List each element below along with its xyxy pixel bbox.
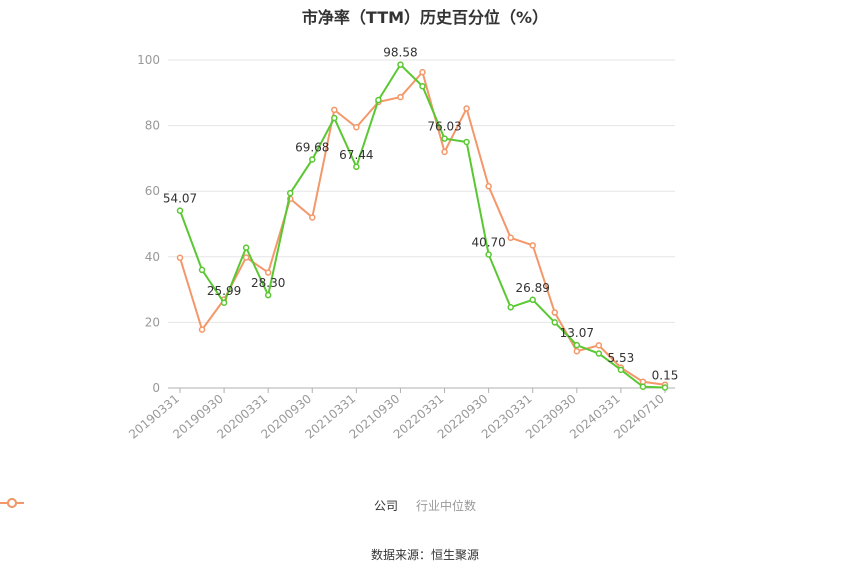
y-tick-label: 0 — [152, 381, 160, 395]
legend: 公司 行业中位数 — [0, 497, 850, 514]
data-point-company — [353, 163, 360, 171]
data-point-company — [463, 138, 470, 146]
data-source: 数据来源：恒生聚源 — [370, 548, 479, 562]
y-tick-label: 60 — [145, 184, 160, 198]
data-label-company: 54.07 — [163, 192, 197, 206]
legend-label-industry-median: 行业中位数 — [416, 499, 477, 513]
y-tick-label: 20 — [145, 315, 160, 329]
data-point-company — [419, 82, 426, 90]
chart-title: 市净率（TTM）历史百分位（%） — [301, 8, 549, 27]
data-point-company — [242, 244, 250, 251]
data-point-industry-median — [441, 148, 448, 156]
y-tick-label: 100 — [137, 53, 160, 67]
data-point-company — [617, 366, 625, 374]
data-point-company — [507, 304, 514, 311]
data-label-company: 13.07 — [560, 326, 594, 340]
data-point-company — [485, 251, 492, 258]
data-point-company — [331, 114, 338, 122]
data-point-company — [573, 341, 581, 349]
data-point-industry-median — [507, 234, 514, 242]
data-point-industry-median — [419, 68, 426, 76]
data-point-company — [198, 266, 206, 274]
data-point-industry-median — [176, 254, 184, 262]
data-point-company — [441, 135, 448, 142]
data-point-company — [309, 156, 316, 163]
data-label-company: 69.68 — [295, 140, 329, 154]
legend-item-company[interactable]: 公司 — [0, 497, 398, 514]
data-point-industry-median — [309, 214, 316, 221]
data-point-industry-median — [264, 269, 272, 276]
data-point-industry-median — [529, 242, 536, 249]
data-label-company: 76.03 — [427, 120, 461, 134]
data-point-industry-median — [397, 93, 404, 101]
data-point-company — [220, 299, 228, 307]
data-label-company: 0.15 — [652, 369, 679, 383]
data-point-industry-median — [198, 326, 206, 333]
data-label-company: 98.58 — [383, 46, 417, 60]
data-point-industry-median — [595, 342, 603, 349]
data-point-company — [375, 96, 382, 104]
data-point-company — [286, 189, 294, 197]
data-point-industry-median — [353, 123, 360, 131]
data-point-industry-median — [242, 254, 250, 261]
data-point-industry-median — [331, 106, 338, 114]
data-label-company: 25.99 — [207, 284, 241, 298]
data-point-company — [551, 319, 559, 326]
data-point-company — [639, 383, 647, 390]
data-point-industry-median — [463, 105, 470, 112]
line-chart: 0204060801002019033120190930202003312020… — [126, 46, 679, 442]
data-point-company — [661, 384, 669, 391]
data-point-industry-median — [551, 309, 559, 316]
data-label-company: 67.44 — [339, 148, 373, 162]
y-tick-label: 80 — [145, 119, 160, 133]
legend-item-industry-median[interactable]: 行业中位数 — [0, 497, 477, 514]
data-point-industry-median — [573, 348, 581, 355]
data-point-company — [264, 291, 272, 299]
data-label-company: 26.89 — [516, 281, 550, 295]
data-point-industry-median — [485, 183, 492, 190]
data-label-company: 40.70 — [471, 236, 505, 250]
data-label-company: 28.30 — [251, 276, 285, 290]
legend-marker-industry-median-icon — [0, 498, 24, 508]
legend-label-company: 公司 — [373, 499, 398, 513]
data-point-company — [595, 350, 603, 357]
data-point-company — [397, 61, 404, 68]
data-label-company: 5.53 — [608, 351, 635, 365]
data-point-company — [529, 296, 536, 304]
y-tick-label: 40 — [145, 250, 160, 264]
data-point-company — [176, 207, 184, 214]
